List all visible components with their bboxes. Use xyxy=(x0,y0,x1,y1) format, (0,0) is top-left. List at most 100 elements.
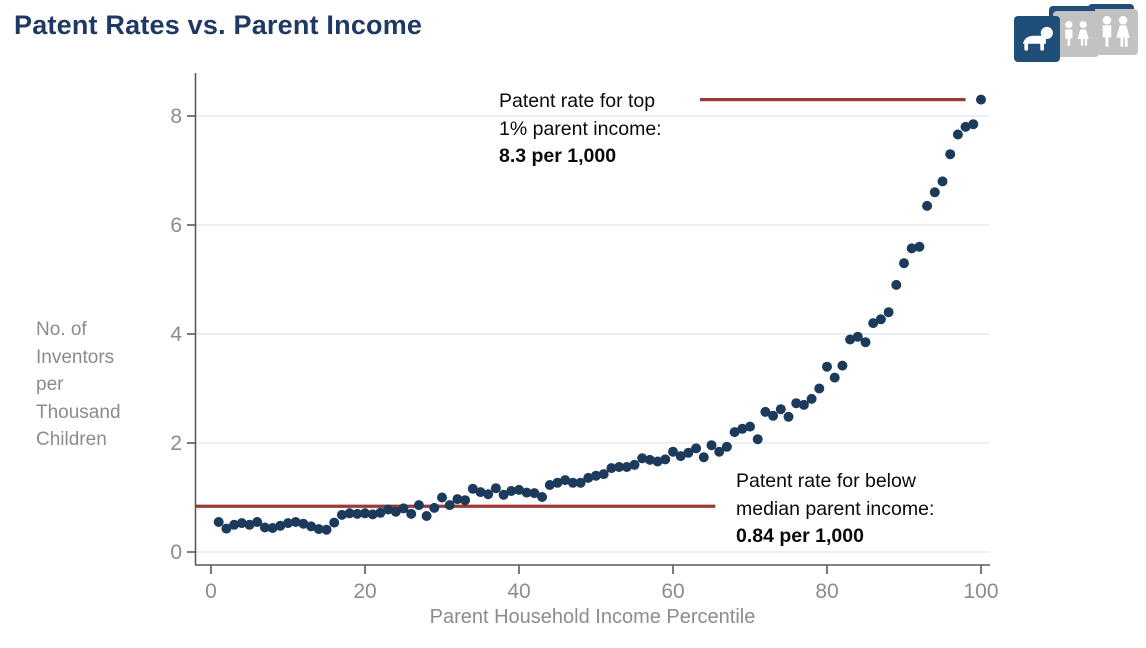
data-point xyxy=(906,243,917,254)
data-point xyxy=(775,404,786,415)
age-toggle-adults[interactable] xyxy=(1092,9,1138,55)
data-point xyxy=(798,399,809,410)
data-point xyxy=(583,472,594,483)
data-point xyxy=(567,477,578,488)
data-point xyxy=(914,241,925,252)
data-point xyxy=(621,462,632,472)
data-point xyxy=(714,446,725,457)
data-point xyxy=(952,129,963,140)
data-point xyxy=(360,508,370,519)
data-point xyxy=(267,523,278,533)
data-point xyxy=(259,522,270,533)
data-point xyxy=(421,511,432,521)
annotation-below-median: Patent rate for below median parent inco… xyxy=(736,468,934,551)
data-point xyxy=(691,443,702,454)
data-point xyxy=(467,483,478,494)
data-point xyxy=(875,314,886,325)
data-point xyxy=(768,410,779,421)
data-point xyxy=(521,487,532,498)
data-point xyxy=(452,494,463,505)
data-point xyxy=(498,489,509,500)
data-point xyxy=(752,434,763,445)
data-point xyxy=(352,508,363,519)
data-point xyxy=(390,506,401,517)
children-icon xyxy=(1065,20,1089,46)
data-point xyxy=(375,507,386,518)
data-point xyxy=(729,427,740,438)
data-point xyxy=(344,508,355,519)
svg-text:8: 8 xyxy=(170,105,182,128)
annotation-bottom-text: Patent rate for below median parent inco… xyxy=(736,470,935,520)
data-point xyxy=(490,483,501,494)
data-point xyxy=(460,495,471,506)
data-point xyxy=(290,517,301,527)
data-point xyxy=(698,452,709,463)
data-point xyxy=(398,503,409,514)
data-point xyxy=(814,383,825,394)
data-point xyxy=(644,454,655,465)
data-point xyxy=(783,411,794,422)
data-point xyxy=(837,360,848,371)
data-point xyxy=(213,517,224,527)
data-point xyxy=(283,518,293,529)
data-point xyxy=(899,258,909,269)
svg-text:100: 100 xyxy=(963,580,998,603)
data-point xyxy=(367,509,378,520)
data-point xyxy=(860,337,871,348)
data-point xyxy=(244,519,255,530)
adults-icon xyxy=(1102,15,1130,47)
svg-text:0: 0 xyxy=(205,580,217,603)
data-point xyxy=(868,318,879,329)
data-point xyxy=(668,446,678,457)
data-point xyxy=(383,504,394,515)
data-point xyxy=(575,477,586,488)
scatter-points xyxy=(213,94,986,535)
axes xyxy=(194,73,990,566)
data-point xyxy=(968,119,979,130)
data-point xyxy=(506,486,517,496)
y-axis-ticks: 0 2 4 6 8 xyxy=(170,105,195,564)
data-point xyxy=(560,475,571,486)
page-title: Patent Rates vs. Parent Income xyxy=(14,10,423,40)
annotation-top-1-percent: Patent rate for top 1% parent income: 8.3… xyxy=(499,88,662,171)
x-axis-title: Parent Household Income Percentile xyxy=(429,606,756,628)
data-point xyxy=(313,524,324,535)
data-point xyxy=(321,524,332,535)
data-point xyxy=(637,453,648,464)
data-point xyxy=(406,508,417,519)
data-point xyxy=(544,480,555,490)
data-point xyxy=(306,521,317,532)
svg-text:40: 40 xyxy=(507,580,530,603)
annotation-bottom-value: 0.84 per 1,000 xyxy=(736,525,864,547)
svg-text:0: 0 xyxy=(170,541,182,564)
age-toggle-baby[interactable] xyxy=(1014,16,1060,62)
data-point xyxy=(652,456,663,467)
baby-icon xyxy=(1022,26,1053,51)
data-point xyxy=(883,307,894,318)
data-point xyxy=(706,440,717,451)
data-point xyxy=(483,489,494,500)
annotation-top-text: Patent rate for top 1% parent income: xyxy=(499,90,662,140)
data-point xyxy=(791,398,802,409)
data-point xyxy=(721,441,732,452)
data-point xyxy=(683,447,694,458)
data-point xyxy=(845,334,856,345)
data-point xyxy=(221,523,232,534)
data-point xyxy=(529,488,540,499)
data-point xyxy=(922,200,933,211)
data-point xyxy=(475,487,486,498)
data-point xyxy=(660,454,671,465)
data-point xyxy=(336,509,347,520)
age-toggle-children[interactable] xyxy=(1053,11,1099,57)
data-point xyxy=(437,492,447,503)
data-point xyxy=(852,331,863,342)
data-point xyxy=(945,149,956,160)
svg-text:6: 6 xyxy=(170,214,182,237)
data-point xyxy=(275,520,286,531)
data-point xyxy=(760,406,771,417)
data-point xyxy=(822,361,832,372)
data-point xyxy=(976,94,986,105)
data-point xyxy=(891,279,902,290)
data-point xyxy=(537,492,548,502)
data-point xyxy=(236,518,247,529)
